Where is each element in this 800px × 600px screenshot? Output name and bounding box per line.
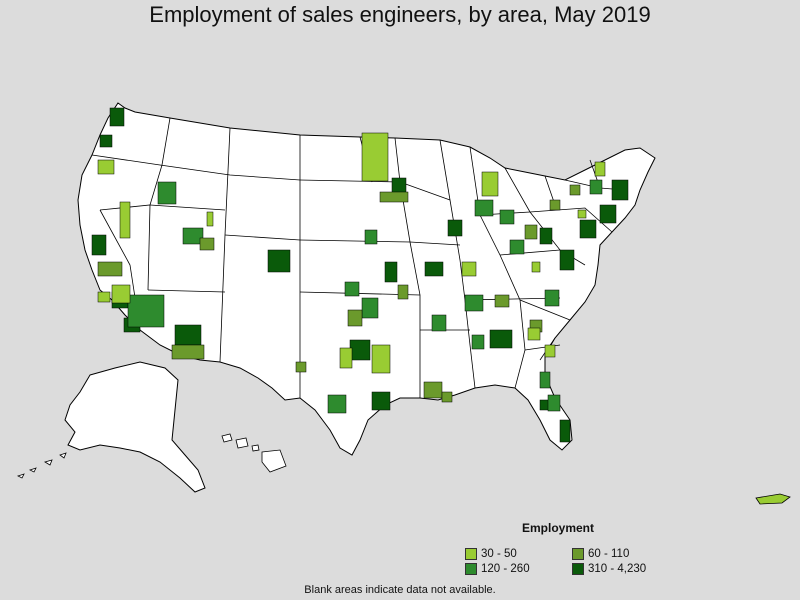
- legend-label: 120 - 260: [481, 563, 530, 575]
- footnote: Blank areas indicate data not available.: [304, 584, 496, 596]
- aleutian-islands: [16, 452, 67, 479]
- legend-swatch: [465, 548, 477, 560]
- legend-label: 310 - 4,230: [588, 563, 647, 575]
- legend-item-120-260: 120 - 260: [465, 563, 530, 575]
- legend-swatch: [572, 548, 584, 560]
- legend-swatch: [465, 563, 477, 575]
- contiguous-us-outline: [77, 102, 656, 456]
- hawaii-islands: [221, 433, 287, 473]
- legend-item-60-110: 60 - 110: [572, 548, 629, 560]
- legend-title: Employment: [522, 521, 595, 535]
- area-shading: [91, 107, 629, 443]
- legend-item-310-4230: 310 - 4,230: [572, 563, 646, 575]
- puerto-rico: [755, 493, 791, 505]
- legend-label: 60 - 110: [588, 548, 630, 560]
- map-title: Employment of sales engineers, by area, …: [149, 2, 651, 27]
- legend-label: 30 - 50: [481, 548, 517, 560]
- alaska-outline: [64, 361, 206, 493]
- legend-swatch: [572, 563, 584, 575]
- legend-item-30-50: 30 - 50: [465, 548, 517, 560]
